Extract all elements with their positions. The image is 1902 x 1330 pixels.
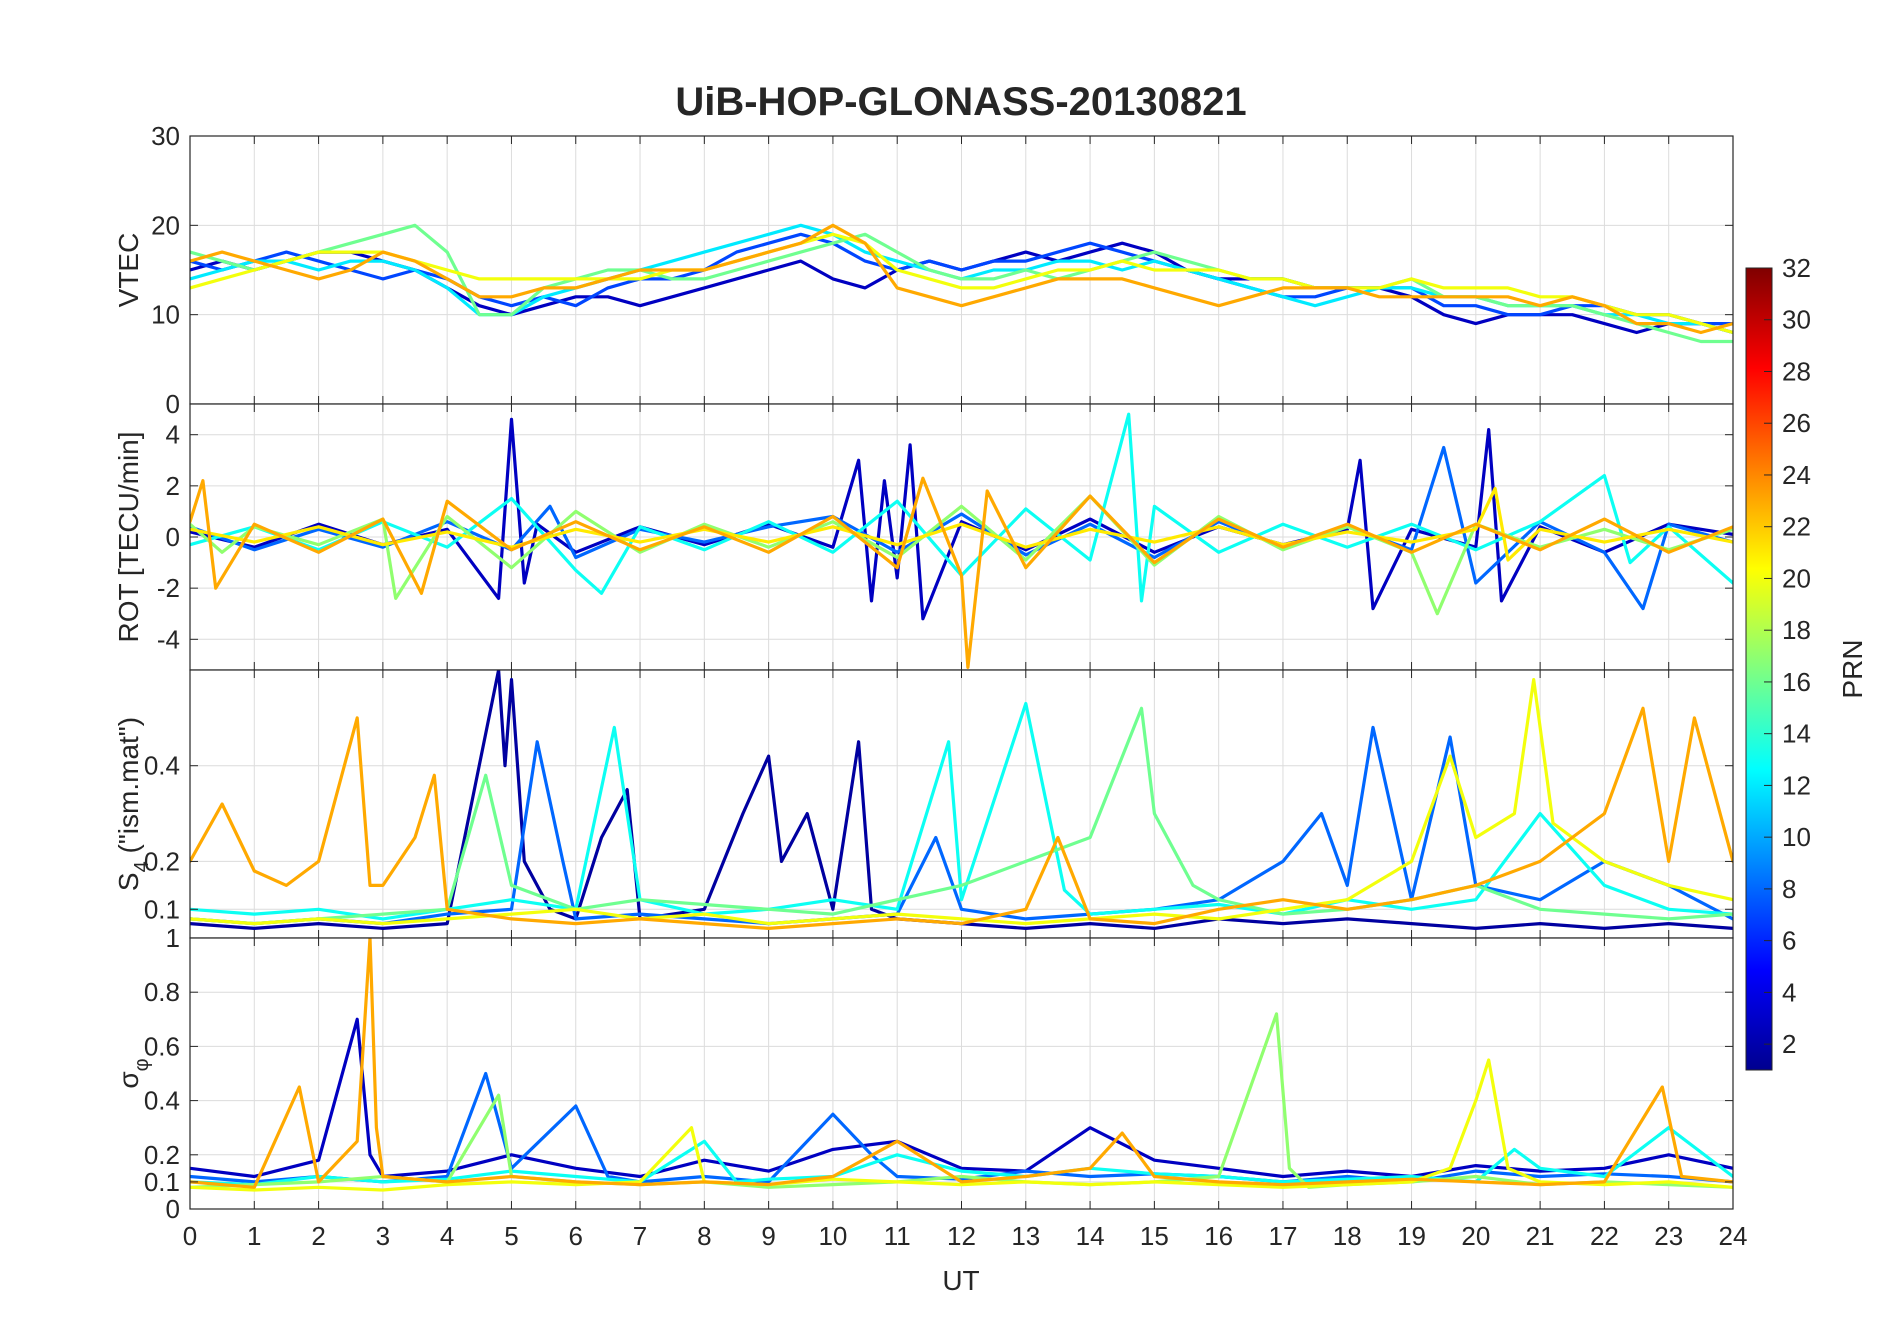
x-tick-label: 18 (1333, 1221, 1362, 1251)
traces (190, 412, 1733, 669)
y-tick-label: 10 (151, 300, 180, 330)
y-tick-label: 0 (166, 1194, 180, 1224)
series-prn-20 (190, 1058, 1733, 1192)
y-tick-label: 0.4 (144, 751, 180, 781)
series-prn-23 (190, 223, 1733, 335)
y-tick-label: 0.2 (144, 1140, 180, 1170)
series-prn-23 (190, 706, 1733, 930)
x-tick-label: 9 (761, 1221, 775, 1251)
x-tick-label: 2 (311, 1221, 325, 1251)
series-prn-20 (190, 678, 1733, 926)
x-tick-label: 20 (1461, 1221, 1490, 1251)
colorbar-tick-label: 6 (1782, 926, 1796, 956)
colorbar-tick-label: 18 (1782, 615, 1811, 645)
traces (190, 938, 1733, 1192)
series-prn-8 (190, 1071, 1733, 1184)
series-prn-23 (190, 938, 1733, 1189)
x-tick-label: 11 (884, 1221, 911, 1251)
series-prn-3 (190, 417, 1733, 621)
x-tick-label: 15 (1140, 1221, 1169, 1251)
series-prn-8 (190, 725, 1733, 926)
x-tick-label: 3 (376, 1221, 390, 1251)
panel-2: -4 -2 0 2 4 ROT [TECU/min] (113, 403, 1734, 671)
y-tick-label: 0.4 (144, 1086, 180, 1116)
x-tick-label: 19 (1397, 1221, 1426, 1251)
y-axis-label: S4 ("ism.mat") (113, 717, 153, 891)
x-tick-label: 21 (1526, 1221, 1555, 1251)
colorbar-label: PRN (1837, 639, 1868, 698)
y-tick-label: 2 (166, 471, 180, 501)
y-tick-label: 0 (166, 522, 180, 552)
x-axis-label: UT (942, 1265, 979, 1296)
x-tick-label: 6 (569, 1221, 583, 1251)
colorbar-tick-label: 28 (1782, 356, 1811, 386)
colorbar-tick-label: 4 (1782, 977, 1796, 1007)
colorbar-tick-label: 22 (1782, 512, 1811, 542)
series-prn-13 (190, 1126, 1733, 1187)
x-tick-label: 4 (440, 1221, 454, 1251)
x-tick-label: 13 (1011, 1221, 1040, 1251)
x-tick-label: 16 (1204, 1221, 1233, 1251)
x-tick-label: 12 (947, 1221, 976, 1251)
y-tick-label: 0.6 (144, 1031, 180, 1061)
x-tick-label: 7 (633, 1221, 647, 1251)
y-tick-label: 0.2 (144, 846, 180, 876)
series-prn-23 (190, 476, 1733, 669)
colorbar-tick-label: 26 (1782, 408, 1811, 438)
panel-3: 0.1 0.2 0.4S4 ("ism.mat") (113, 669, 1734, 939)
series-prn-17 (190, 494, 1733, 616)
colorbar-tick-label: 14 (1782, 719, 1811, 749)
series-prn-2 (190, 670, 1733, 930)
y-tick-label: 0 (166, 389, 180, 419)
y-axis-label: σφ (113, 1058, 153, 1088)
y-tick-label: -2 (157, 573, 180, 603)
x-tick-label: 0 (183, 1221, 197, 1251)
colorbar-tick-label: 30 (1782, 305, 1811, 335)
colorbar-tick-label: 16 (1782, 667, 1811, 697)
y-tick-label: 0.1 (144, 894, 180, 924)
x-tick-label: 8 (697, 1221, 711, 1251)
y-axis-label: VTEC (113, 233, 144, 308)
series-prn-13 (190, 412, 1733, 603)
y-tick-label: 0.8 (144, 977, 180, 1007)
y-tick-label: -4 (157, 624, 180, 654)
colorbar-tick-label: 2 (1782, 1029, 1796, 1059)
y-tick-label: 0.1 (144, 1167, 180, 1197)
y-tick-label: 30 (151, 121, 180, 151)
series-prn-20 (190, 232, 1733, 335)
colorbar-tick-label: 8 (1782, 874, 1796, 904)
series-prn-13 (190, 701, 1733, 921)
x-tick-label: 23 (1654, 1221, 1683, 1251)
colorbar-tick-label: 12 (1782, 770, 1811, 800)
y-axis-label: ROT [TECU/min] (113, 431, 144, 642)
x-tick-label: 24 (1719, 1221, 1748, 1251)
traces (190, 223, 1733, 344)
chart-title: UiB-HOP-GLONASS-20130821 (675, 80, 1246, 124)
colorbar-tick-label: 24 (1782, 460, 1811, 490)
x-tick-label: 10 (818, 1221, 847, 1251)
x-tick-label: 14 (1076, 1221, 1105, 1251)
y-tick-label: 1 (166, 923, 180, 953)
x-axis-ticks: 0 1 2 3 4 5 6 7 8 9 10 11 12 13 14 15 16 17 18 19 20 21 22 23 24 (183, 1221, 1748, 1251)
colorbar-tick-label: 20 (1782, 563, 1811, 593)
colorbar-tick-label: 32 (1782, 253, 1811, 283)
x-tick-label: 5 (504, 1221, 518, 1251)
colorbar-scale (1745, 267, 1773, 1071)
x-tick-label: 1 (247, 1221, 261, 1251)
traces (190, 670, 1733, 930)
x-tick-label: 17 (1268, 1221, 1297, 1251)
panel-4: 00.10.2 0.4 0.6 0.8 1 σφ (113, 923, 1734, 1224)
x-tick-label: 22 (1590, 1221, 1619, 1251)
y-tick-label: 4 (166, 420, 180, 450)
panel-1: 0 10 20 30 VTEC (113, 121, 1734, 419)
y-tick-label: 20 (151, 210, 180, 240)
colorbar-tick-label: 10 (1782, 822, 1811, 852)
